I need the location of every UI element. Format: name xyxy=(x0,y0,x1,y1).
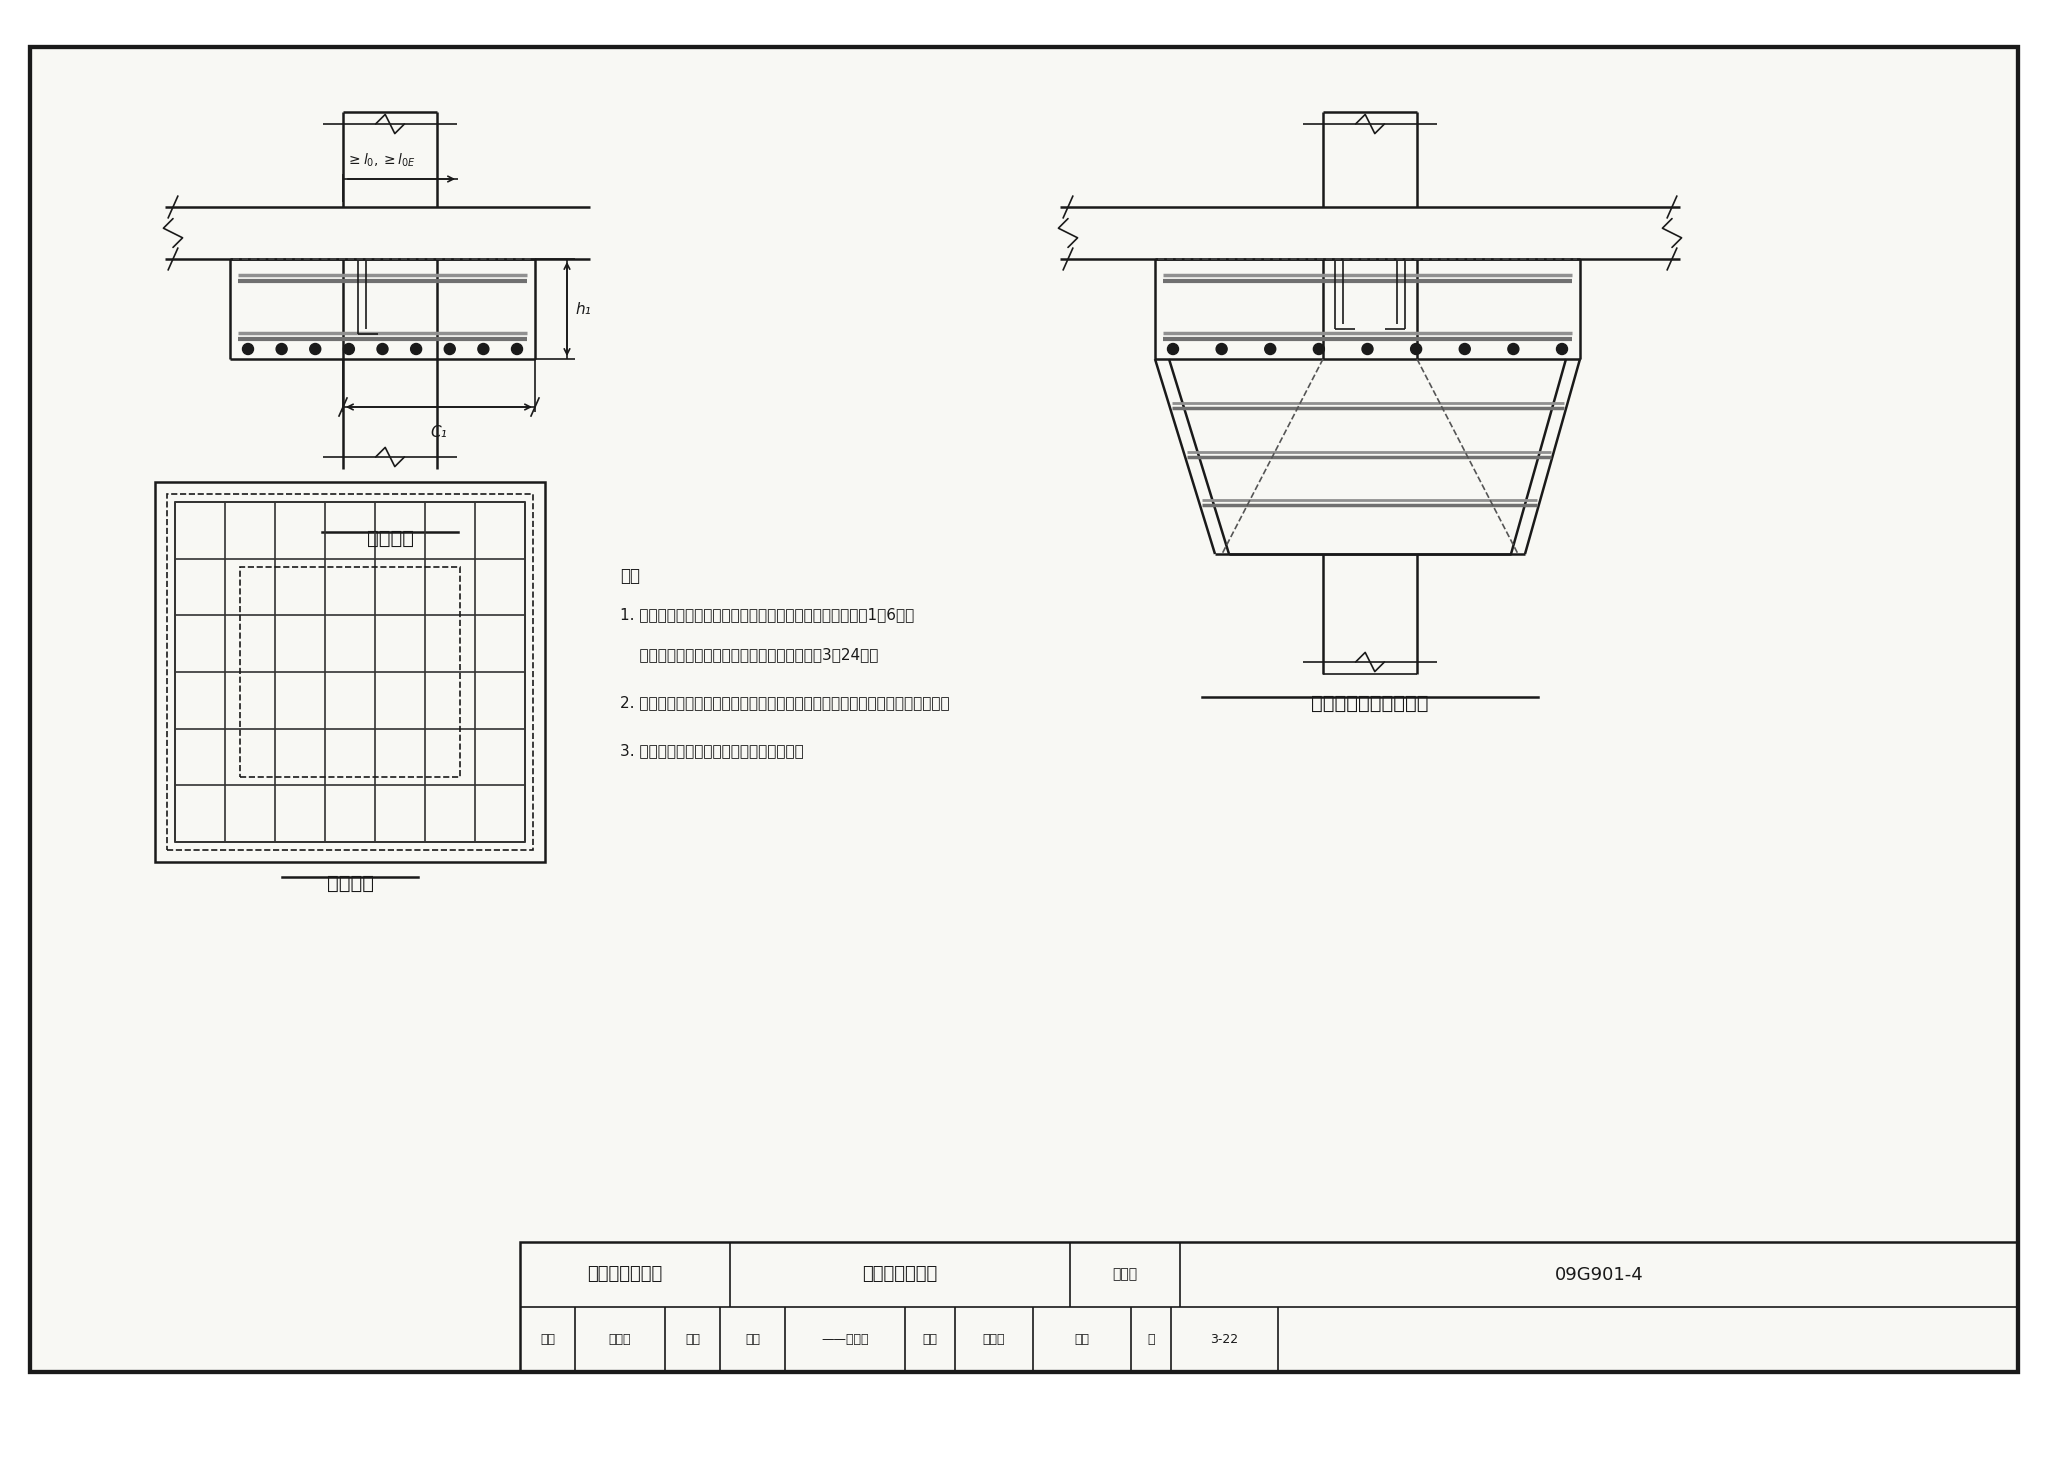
Text: 海明: 海明 xyxy=(1075,1333,1090,1346)
Text: 3. 具体工程若有特殊要求，应以设计为准。: 3. 具体工程若有特殊要求，应以设计为准。 xyxy=(621,743,803,758)
Circle shape xyxy=(377,344,387,354)
Text: 09G901-4: 09G901-4 xyxy=(1554,1266,1642,1284)
Circle shape xyxy=(242,344,254,354)
Text: 托板柱帽: 托板柱帽 xyxy=(326,874,373,893)
Circle shape xyxy=(477,344,489,354)
Text: 芹维东: 芹维东 xyxy=(608,1333,631,1346)
Text: 审核: 审核 xyxy=(541,1333,555,1346)
Circle shape xyxy=(1411,344,1421,354)
Circle shape xyxy=(1556,344,1567,354)
Circle shape xyxy=(444,344,455,354)
Text: 无梁楼盖现浇板: 无梁楼盖现浇板 xyxy=(588,1266,664,1284)
Bar xyxy=(156,482,545,863)
Circle shape xyxy=(1266,344,1276,354)
Text: 校对: 校对 xyxy=(684,1333,700,1346)
Text: 页: 页 xyxy=(1147,1333,1155,1346)
Text: 注：: 注： xyxy=(621,567,639,586)
Bar xyxy=(520,1241,2017,1372)
Text: C₁: C₁ xyxy=(430,425,446,440)
Text: 筒刚: 筒刚 xyxy=(745,1333,760,1346)
Text: 托板与单倾角组合柱帽: 托板与单倾角组合柱帽 xyxy=(1311,694,1430,712)
Text: 柱帽构造（二）: 柱帽构造（二） xyxy=(862,1266,938,1284)
Text: 板柱节点抗冲切钉椒牌排布构造详见本图集第3－24页。: 板柱节点抗冲切钉椒牌排布构造详见本图集第3－24页。 xyxy=(621,647,879,661)
Bar xyxy=(168,494,532,849)
Text: 3-22: 3-22 xyxy=(1210,1333,1239,1346)
Circle shape xyxy=(1362,344,1372,354)
Text: 设计: 设计 xyxy=(922,1333,938,1346)
Bar xyxy=(240,567,461,777)
Text: 1. 板抗冲切箍箋、抗冲切第起钉椒牌排布构造详见本图集第1－6页。: 1. 板抗冲切箍箋、抗冲切第起钉椒牌排布构造详见本图集第1－6页。 xyxy=(621,608,913,622)
Circle shape xyxy=(1167,344,1178,354)
Text: 张月明: 张月明 xyxy=(983,1333,1006,1346)
Text: 2. 托板与单倾角组合柱帽栋构造分别按照托板和单倾角柱帽各自构造要求实施。: 2. 托板与单倾角组合柱帽栋构造分别按照托板和单倾角柱帽各自构造要求实施。 xyxy=(621,695,950,710)
Circle shape xyxy=(1460,344,1470,354)
Circle shape xyxy=(512,344,522,354)
Circle shape xyxy=(1313,344,1325,354)
Circle shape xyxy=(1217,344,1227,354)
Text: h₁: h₁ xyxy=(575,302,590,316)
Circle shape xyxy=(309,344,322,354)
Circle shape xyxy=(344,344,354,354)
Text: 图集号: 图集号 xyxy=(1112,1268,1137,1282)
Text: ——没山幸: ——没山幸 xyxy=(821,1333,868,1346)
Circle shape xyxy=(1507,344,1520,354)
Bar xyxy=(174,503,524,842)
Circle shape xyxy=(276,344,287,354)
Text: $\geq l_0, \geq l_{0E}$: $\geq l_0, \geq l_{0E}$ xyxy=(346,152,416,169)
Circle shape xyxy=(412,344,422,354)
Text: 托板柱帽: 托板柱帽 xyxy=(367,529,414,548)
